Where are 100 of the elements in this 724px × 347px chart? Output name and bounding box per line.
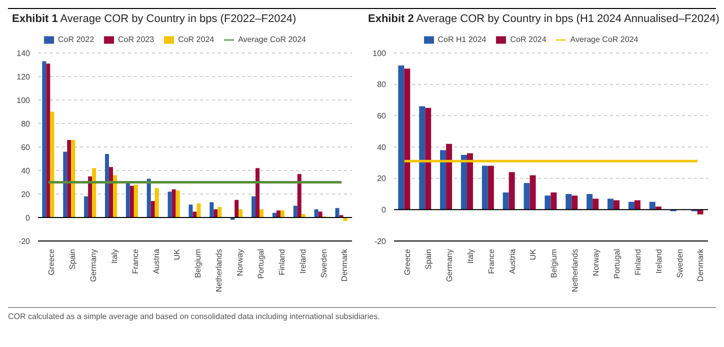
bar [196, 203, 201, 218]
x-tick-label: Greece [47, 248, 56, 276]
bar [425, 108, 432, 210]
bar [218, 206, 222, 218]
y-tick-label: 100 [16, 96, 31, 105]
y-tick-label: 0 [382, 206, 387, 215]
bar [84, 196, 88, 218]
x-tick-label: Norway [592, 249, 601, 276]
x-tick-label: Belgium [550, 248, 559, 278]
bar [50, 112, 54, 218]
bar [592, 198, 599, 210]
x-tick-label: Netherlands [214, 249, 224, 292]
y-tick-label: 80 [377, 80, 387, 90]
x-tick-label: Sweden [319, 249, 328, 278]
bar [697, 210, 704, 214]
y-tick-label: 120 [16, 72, 31, 82]
y-tick-label: 40 [377, 142, 387, 152]
legend-label: CoR 2024 [510, 35, 546, 44]
bar [176, 190, 180, 218]
bar [335, 208, 340, 218]
y-tick-label: 140 [16, 48, 31, 58]
bar [608, 198, 614, 210]
bar [440, 150, 446, 210]
bar [297, 174, 302, 218]
bar [234, 200, 239, 218]
bar [154, 188, 159, 218]
bar [276, 210, 280, 218]
bar [150, 201, 155, 218]
bar [460, 154, 467, 210]
bar [318, 212, 322, 218]
x-tick-label: Spain [68, 249, 78, 270]
bar [508, 172, 515, 210]
y-tick-label: 20 [377, 174, 387, 184]
x-tick-label: UK [172, 248, 182, 260]
bar [168, 192, 172, 218]
bar [572, 196, 578, 210]
bar [88, 176, 92, 218]
x-tick-label: Germany [445, 249, 454, 282]
x-tick-label: Denmark [696, 248, 706, 282]
bar [192, 212, 197, 218]
bar [419, 106, 426, 210]
bar [586, 194, 593, 210]
x-tick-label: Spain [424, 249, 434, 270]
x-tick-label: Sweden [675, 249, 684, 278]
bar [252, 196, 256, 218]
x-tick-label: Greece [403, 248, 412, 276]
x-tick-label: UK [528, 248, 538, 260]
bar [256, 168, 260, 218]
y-tick-label: -20 [374, 236, 387, 246]
y-tick-label: 80 [21, 119, 31, 128]
bar [112, 175, 117, 218]
bar [214, 209, 218, 218]
y-tick-label: 60 [21, 142, 31, 152]
bar [126, 183, 130, 218]
bar [260, 209, 264, 218]
bar [108, 166, 113, 218]
bar [634, 200, 640, 210]
legend-label: CoR 2023 [118, 35, 154, 44]
bar [46, 64, 50, 218]
bar [238, 209, 243, 218]
y-tick-label: 20 [21, 190, 31, 199]
bar [530, 175, 536, 210]
legend-label: Average CoR 2024 [570, 35, 638, 44]
y-tick-label: 60 [377, 112, 387, 121]
bar [398, 66, 404, 210]
bar [482, 166, 488, 210]
bar [404, 68, 410, 210]
bar [104, 154, 109, 218]
bar [550, 192, 557, 210]
bar [502, 192, 509, 210]
x-tick-label: Portugal [612, 248, 622, 279]
bar [544, 196, 551, 210]
bar [188, 204, 193, 218]
x-tick-label: Ireland [654, 249, 664, 274]
x-tick-label: Finland [277, 249, 286, 276]
bar [488, 166, 494, 210]
x-tick-label: Portugal [256, 248, 266, 279]
x-tick-label: Norway [236, 249, 245, 276]
bar [446, 144, 452, 210]
x-tick-label: Ireland [298, 249, 308, 274]
x-tick-label: Austria [152, 248, 161, 274]
text: COR calculated as a simple average and based on consolidated data including international subsidiaries. [8, 312, 381, 321]
x-tick-label: Belgium [194, 248, 203, 278]
chart-title: Exhibit 2 Average COR by Country in bps (H1 2024 Annualised–F2024) [367, 13, 720, 27]
bar [210, 202, 214, 218]
bar [92, 168, 96, 218]
y-tick-label: 100 [372, 48, 387, 58]
x-tick-label: France [130, 248, 140, 274]
y-tick-label: 40 [21, 166, 31, 176]
legend-label: Average CoR 2024 [238, 35, 306, 44]
x-tick-label: Netherlands [570, 249, 580, 292]
bar [314, 209, 318, 218]
chart-title: Exhibit 1 Average COR by Country in bps (F2022–F2024) [11, 13, 298, 27]
bar [42, 61, 46, 218]
bar [280, 210, 284, 218]
bar [566, 194, 572, 210]
bar [134, 184, 138, 218]
bar [71, 140, 76, 218]
y-tick-label: 0 [26, 213, 31, 222]
x-tick-label: Austria [508, 248, 517, 274]
